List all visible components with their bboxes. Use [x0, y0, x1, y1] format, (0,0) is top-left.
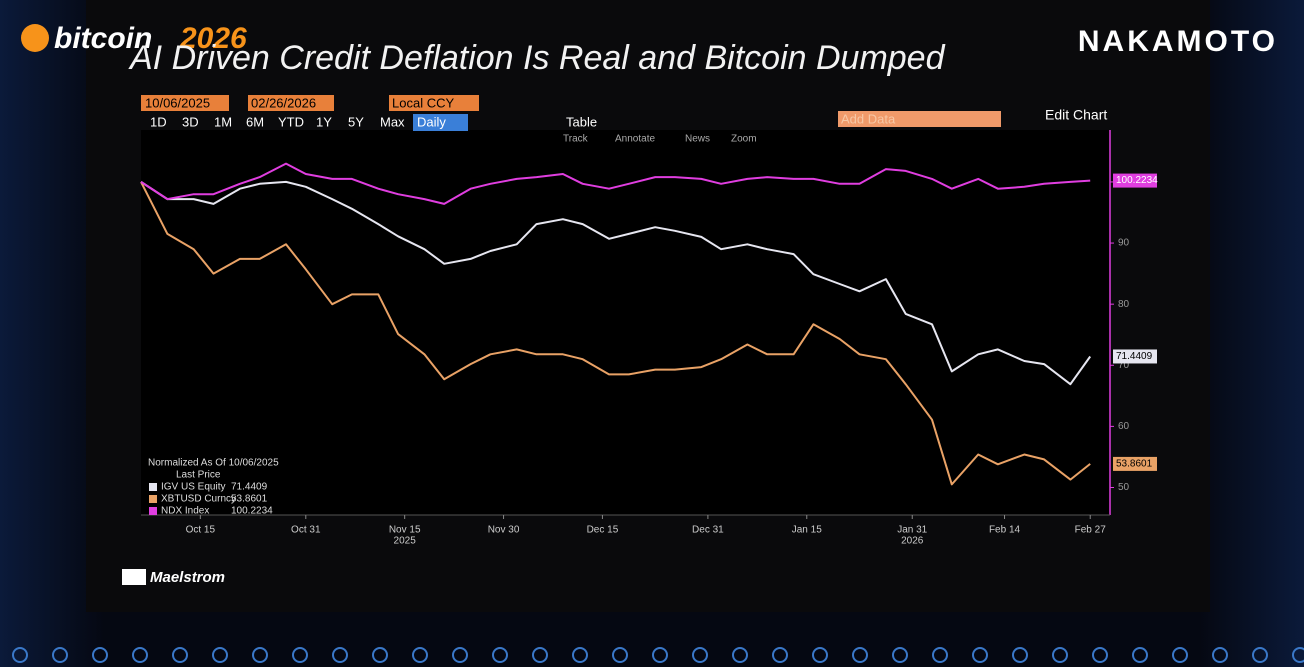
- x-year-label: 2025: [394, 536, 417, 547]
- range-button[interactable]: 6M: [246, 114, 264, 129]
- start-date[interactable]: 10/06/2025: [145, 95, 210, 110]
- x-tick-label: Jan 31: [897, 525, 927, 536]
- add-data-box[interactable]: [838, 111, 1001, 127]
- tool-button[interactable]: Zoom: [731, 134, 757, 145]
- x-tick-label: Nov 30: [488, 525, 520, 536]
- last-value-label: 53.8601: [1116, 459, 1153, 470]
- floor-lights: [12, 647, 1304, 663]
- series-line: [140, 180, 1092, 386]
- brand-left: bitcoin: [54, 22, 152, 55]
- table-button[interactable]: Table: [566, 114, 597, 129]
- frequency[interactable]: Daily: [417, 114, 446, 129]
- range-button[interactable]: 5Y: [348, 114, 364, 129]
- last-value-badge: [1113, 456, 1157, 471]
- range-button[interactable]: Max: [380, 114, 405, 129]
- edit-chart[interactable]: Edit Chart: [1045, 107, 1107, 123]
- currency[interactable]: Local CCY: [392, 95, 454, 110]
- range-button[interactable]: YTD: [278, 114, 304, 129]
- legend-entry: IGV US Equity: [161, 482, 225, 493]
- plot-area: [141, 130, 1110, 515]
- brand-left-year: 2026: [179, 22, 247, 55]
- last-value-label: 100.2234: [1116, 175, 1158, 186]
- y-tick-label: 80: [1118, 299, 1130, 310]
- tool-button[interactable]: News: [685, 134, 710, 145]
- chart-title: AI Driven Credit Deflation Is Real and B…: [128, 39, 946, 77]
- last-value-badge: [1113, 349, 1157, 364]
- legend-last-price: 71.4409: [231, 482, 268, 493]
- x-tick-label: Oct 15: [186, 525, 216, 536]
- legend-last-price: 100.2234: [231, 506, 273, 517]
- last-value-label: 71.4409: [1116, 351, 1153, 362]
- end-date[interactable]: 02/26/2026: [251, 95, 316, 110]
- legend-swatch: [149, 507, 157, 515]
- range-button[interactable]: 1M: [214, 114, 232, 129]
- x-tick-label: Dec 31: [692, 525, 724, 536]
- tool-button[interactable]: Track: [563, 134, 589, 145]
- start-date-box[interactable]: [141, 95, 229, 111]
- x-tick-label: Nov 15: [389, 525, 421, 536]
- legend-entry: XBTUSD Curncy: [161, 494, 236, 505]
- range-button[interactable]: 3D: [182, 114, 199, 129]
- tool-button[interactable]: Annotate: [615, 134, 655, 145]
- legend-subtitle: Last Price: [176, 470, 221, 481]
- last-value-badge: [1113, 173, 1157, 188]
- currency-box[interactable]: [389, 95, 479, 111]
- legend-swatch: [149, 495, 157, 503]
- add-data[interactable]: Add Data: [841, 111, 896, 126]
- y-tick-label: 60: [1118, 421, 1130, 432]
- legend-title: Normalized As Of 10/06/2025: [148, 458, 279, 469]
- legend-swatch: [149, 483, 157, 491]
- series-line: [140, 162, 1091, 205]
- frequency-box[interactable]: [413, 114, 468, 131]
- bitcoin-icon: [21, 24, 49, 52]
- footer-logo-mark: [122, 569, 146, 585]
- x-tick-label: Oct 31: [291, 525, 321, 536]
- y-tick-label: 70: [1118, 360, 1130, 371]
- brand-right: NAKAMOTO: [1078, 25, 1278, 58]
- end-date-box[interactable]: [248, 95, 334, 111]
- range-button[interactable]: 1D: [150, 114, 167, 129]
- legend-entry: NDX Index: [161, 506, 209, 517]
- x-tick-label: Dec 15: [587, 525, 619, 536]
- series-line: [140, 181, 1091, 486]
- footer-logo: Maelstrom: [150, 569, 225, 586]
- y-tick-label: 50: [1118, 482, 1130, 493]
- x-tick-label: Feb 27: [1075, 525, 1107, 536]
- legend-last-price: 53.8601: [231, 494, 268, 505]
- x-year-label: 2026: [901, 536, 924, 547]
- range-button[interactable]: 1Y: [316, 114, 332, 129]
- y-tick-label: 90: [1118, 238, 1130, 249]
- x-tick-label: Feb 14: [989, 525, 1021, 536]
- x-tick-label: Jan 15: [792, 525, 822, 536]
